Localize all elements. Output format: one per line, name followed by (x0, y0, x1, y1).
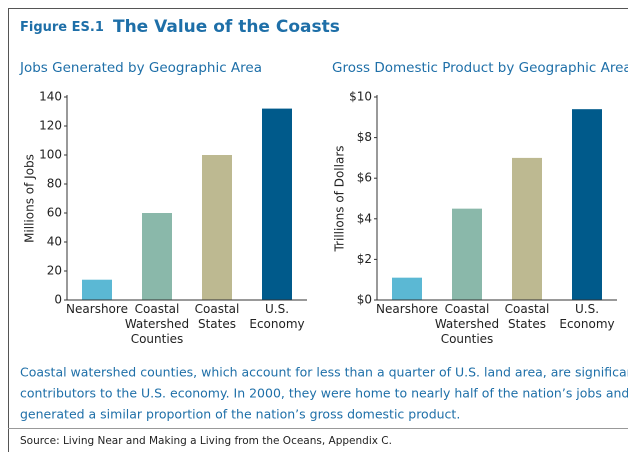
bar (512, 157, 542, 300)
figure-title: The Value of the Coasts (113, 17, 340, 37)
x-tick-label: Coastal States (505, 302, 550, 331)
y-tick-label: 80 (47, 177, 62, 191)
bar (82, 279, 112, 300)
x-tick-label: Coastal Watershed Counties (125, 302, 189, 346)
y-tick-label: 0 (54, 293, 62, 307)
y-tick-label: $2 (357, 252, 372, 266)
y-tick-label: 20 (47, 264, 62, 278)
bar (452, 208, 482, 300)
bar (142, 213, 172, 300)
y-axis-label: Trillions of Dollars (333, 145, 347, 252)
frame (8, 8, 628, 452)
x-tick-label: U.S. Economy (559, 302, 614, 331)
bar (262, 108, 292, 300)
caption-line: Coastal watershed counties, which accoun… (20, 365, 628, 380)
y-axis-label: Millions of Jobs (23, 154, 37, 243)
y-tick-label: $0 (357, 293, 372, 307)
source: Source: Living Near and Making a Living … (20, 435, 392, 447)
bar (202, 155, 232, 300)
y-tick-label: $6 (357, 171, 372, 185)
bar (392, 277, 422, 300)
chart-title: Jobs Generated by Geographic Area (19, 60, 262, 76)
caption-line: generated a similar proportion of the na… (20, 407, 460, 422)
y-tick-label: $4 (357, 211, 372, 225)
x-tick-label: Nearshore (376, 302, 438, 316)
figure-header: Figure ES.1 The Value of the Coasts (20, 17, 340, 38)
y-tick-label: 60 (47, 206, 62, 220)
figure-label: Figure ES.1 (20, 20, 104, 35)
chart-title: Gross Domestic Product by Geographic Are… (332, 60, 628, 76)
y-tick-label: 100 (39, 148, 62, 162)
x-tick-label: U.S. Economy (249, 302, 304, 331)
caption-line: contributors to the U.S. economy. In 200… (20, 386, 628, 401)
y-tick-label: 120 (39, 119, 62, 133)
y-tick-label: 40 (47, 235, 62, 249)
x-tick-label: Coastal States (195, 302, 240, 331)
y-tick-label: $8 (357, 130, 372, 144)
x-tick-label: Nearshore (66, 302, 128, 316)
x-tick-label: Coastal Watershed Counties (435, 302, 499, 346)
y-tick-label: 140 (39, 90, 62, 104)
y-tick-label: $10 (349, 90, 372, 104)
bar (572, 109, 602, 301)
